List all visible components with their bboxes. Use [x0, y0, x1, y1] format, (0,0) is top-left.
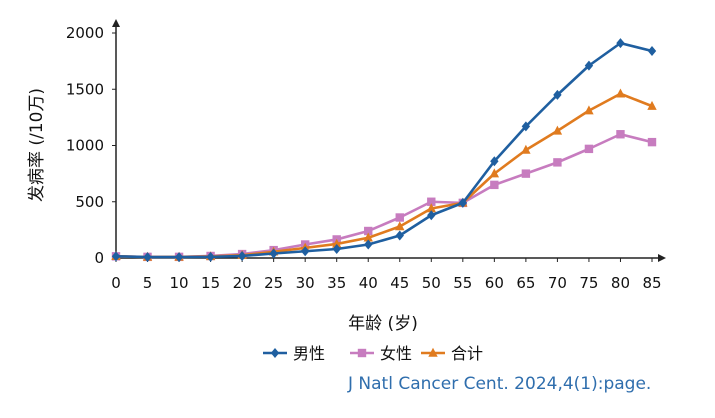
y-tick-label: 0 [94, 249, 104, 267]
data-point [364, 226, 373, 236]
x-tick-label: 10 [170, 274, 189, 292]
legend-marker [357, 348, 367, 358]
data-point [616, 38, 625, 49]
y-axis-arrow [112, 19, 120, 27]
legend-label: 合计 [451, 344, 483, 363]
data-point [584, 60, 594, 71]
x-tick-label: 20 [233, 274, 252, 292]
data-point [553, 158, 562, 167]
legend-marker [270, 348, 280, 358]
data-point [584, 144, 594, 154]
x-tick-label: 75 [579, 274, 598, 292]
x-tick-label: 65 [516, 274, 535, 292]
data-point [647, 46, 657, 56]
citation: J Natl Cancer Cent. 2024,4(1):page. [348, 374, 652, 394]
data-point [300, 246, 310, 257]
data-point [521, 121, 531, 132]
x-tick-label: 35 [327, 274, 346, 292]
series-line [115, 41, 653, 259]
x-tick-label: 85 [642, 274, 661, 292]
data-point [427, 197, 436, 206]
y-tick-label: 500 [75, 193, 104, 211]
series-layer [111, 38, 657, 263]
data-point [332, 244, 341, 254]
y-axis-label: 发病率 (/10万) [27, 88, 47, 202]
data-point [489, 168, 500, 178]
x-tick-label: 70 [548, 274, 567, 292]
x-tick-label: 50 [422, 274, 441, 292]
x-tick-label: 55 [453, 274, 472, 292]
data-point [269, 248, 278, 259]
data-point [395, 213, 404, 222]
legend-label: 女性 [380, 344, 412, 363]
x-tick-label: 0 [111, 274, 121, 292]
data-point [584, 105, 594, 115]
data-point [647, 137, 657, 147]
data-point [332, 238, 342, 248]
data-point [426, 203, 436, 213]
data-point [615, 88, 626, 98]
series-1 [111, 130, 657, 262]
data-point [174, 252, 184, 263]
legend: 男性 女性 合计 [263, 344, 483, 363]
data-point [458, 197, 468, 208]
x-axis-label: 年龄 (岁) [348, 314, 418, 334]
data-point [363, 232, 373, 242]
series-line [115, 132, 653, 259]
data-point [647, 100, 657, 110]
data-point [237, 250, 247, 261]
x-tick-label: 45 [390, 274, 409, 292]
data-point [490, 180, 499, 190]
data-point [395, 221, 405, 231]
data-point [553, 89, 562, 100]
x-tick-label: 25 [264, 274, 283, 292]
data-point [521, 144, 531, 154]
axes: 0 500 1000 1500 2000 0 5 10 15 20 25 30 35 40 45 50 55 60… [66, 19, 666, 292]
x-tick-label: 80 [611, 274, 630, 292]
y-tick-label: 1000 [66, 137, 104, 155]
legend-label: 男性 [293, 344, 325, 363]
data-point [552, 125, 563, 135]
series-0 [111, 38, 657, 263]
data-point [521, 169, 531, 178]
x-tick-label: 30 [296, 274, 315, 292]
y-tick-label: 2000 [66, 24, 104, 42]
data-point [206, 251, 215, 262]
x-axis-arrow [658, 254, 666, 262]
data-point [143, 252, 152, 263]
series-2 [111, 88, 657, 261]
y-tick-label: 1500 [66, 80, 104, 98]
x-tick-label: 40 [359, 274, 378, 292]
x-tick-label: 15 [201, 274, 220, 292]
data-point [395, 230, 404, 241]
series-line [115, 92, 653, 259]
data-point [616, 130, 625, 139]
x-tick-label: 5 [143, 274, 153, 292]
data-point [427, 210, 436, 221]
data-point [490, 156, 499, 167]
data-point [111, 251, 121, 262]
legend-marker [428, 347, 438, 357]
data-point [364, 239, 373, 250]
x-tick-label: 60 [485, 274, 504, 292]
